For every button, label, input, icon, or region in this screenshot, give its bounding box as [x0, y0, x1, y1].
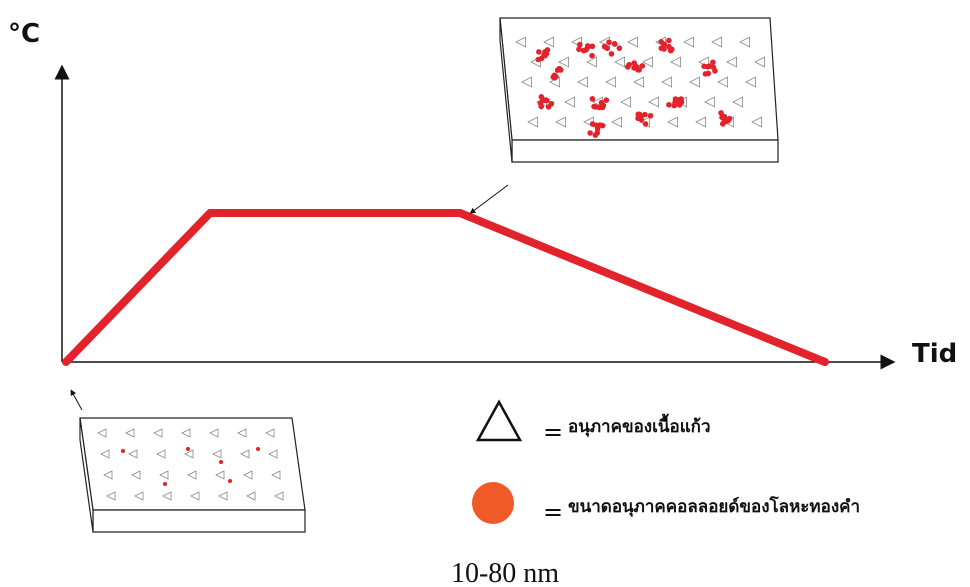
gold-particle: [639, 63, 645, 69]
legend-triangle: [478, 402, 520, 440]
legend-equals: =: [543, 498, 563, 526]
gold-particle: [666, 102, 672, 108]
legend-label: อนุภาคของเนื้อแก้ว: [568, 413, 711, 437]
gold-particle: [648, 113, 654, 119]
gold-particle: [612, 41, 618, 47]
gold-particle: [587, 130, 593, 136]
gold-particle: [606, 39, 612, 45]
gold-particle: [542, 49, 548, 55]
gold-particle: [659, 45, 665, 51]
gold-particle: [538, 100, 544, 106]
gold-particle: [666, 44, 672, 50]
gold-particle: [625, 64, 631, 70]
gold-particle: [121, 449, 125, 453]
gold-particle: [631, 60, 637, 66]
gold-particle: [589, 53, 595, 59]
gold-particle: [638, 115, 644, 121]
gold-particle: [544, 98, 550, 104]
legend-label: ขนาดอนุภาคคอลลอยด์ของโลหะทองคำ: [568, 496, 860, 517]
gold-particle: [593, 104, 599, 110]
gold-particle: [539, 56, 545, 62]
x-axis-label: Tid: [912, 339, 957, 369]
gold-particle: [725, 118, 731, 124]
gold-particle: [577, 42, 583, 48]
gold-particle: [585, 45, 591, 51]
gold-particle: [643, 121, 649, 127]
gold-particle: [228, 479, 232, 483]
pointer-arrow: [72, 392, 82, 410]
temperature-curve: [66, 213, 825, 362]
gold-particle: [666, 38, 672, 44]
gold-particle: [604, 97, 610, 103]
diagram: °C Tid = อนุภาคของเนื้อแก้ว = ขนาดอนุภาค…: [0, 0, 970, 587]
gold-particle: [553, 74, 559, 80]
caption: 10-80 nm: [451, 558, 559, 587]
gold-particle: [590, 96, 596, 102]
legend-equals: =: [543, 418, 563, 446]
gold-particle: [536, 49, 542, 55]
gold-particle: [546, 104, 552, 110]
gold-particle: [677, 102, 683, 108]
gold-particle: [256, 447, 260, 451]
gold-particle: [186, 447, 190, 451]
gold-particle: [219, 460, 223, 464]
gold-particle: [678, 96, 684, 102]
gold-particle: [719, 115, 725, 121]
gold-particle: [557, 66, 563, 72]
gold-particle: [631, 65, 637, 71]
gold-particle: [600, 105, 606, 111]
gold-particle: [711, 64, 717, 70]
y-axis-label: °C: [8, 19, 40, 49]
gold-particle: [703, 71, 709, 77]
pointer-arrow: [472, 185, 508, 212]
gold-particle: [609, 51, 615, 57]
gold-particle: [658, 39, 664, 45]
gold-particle: [701, 64, 707, 70]
gold-particle: [602, 44, 608, 50]
gold-particle: [617, 45, 623, 51]
gold-particle: [576, 47, 582, 53]
gold-particle: [593, 132, 599, 138]
legend-dot: [472, 482, 514, 524]
gold-particle: [163, 482, 167, 486]
slab-after: [500, 18, 778, 162]
